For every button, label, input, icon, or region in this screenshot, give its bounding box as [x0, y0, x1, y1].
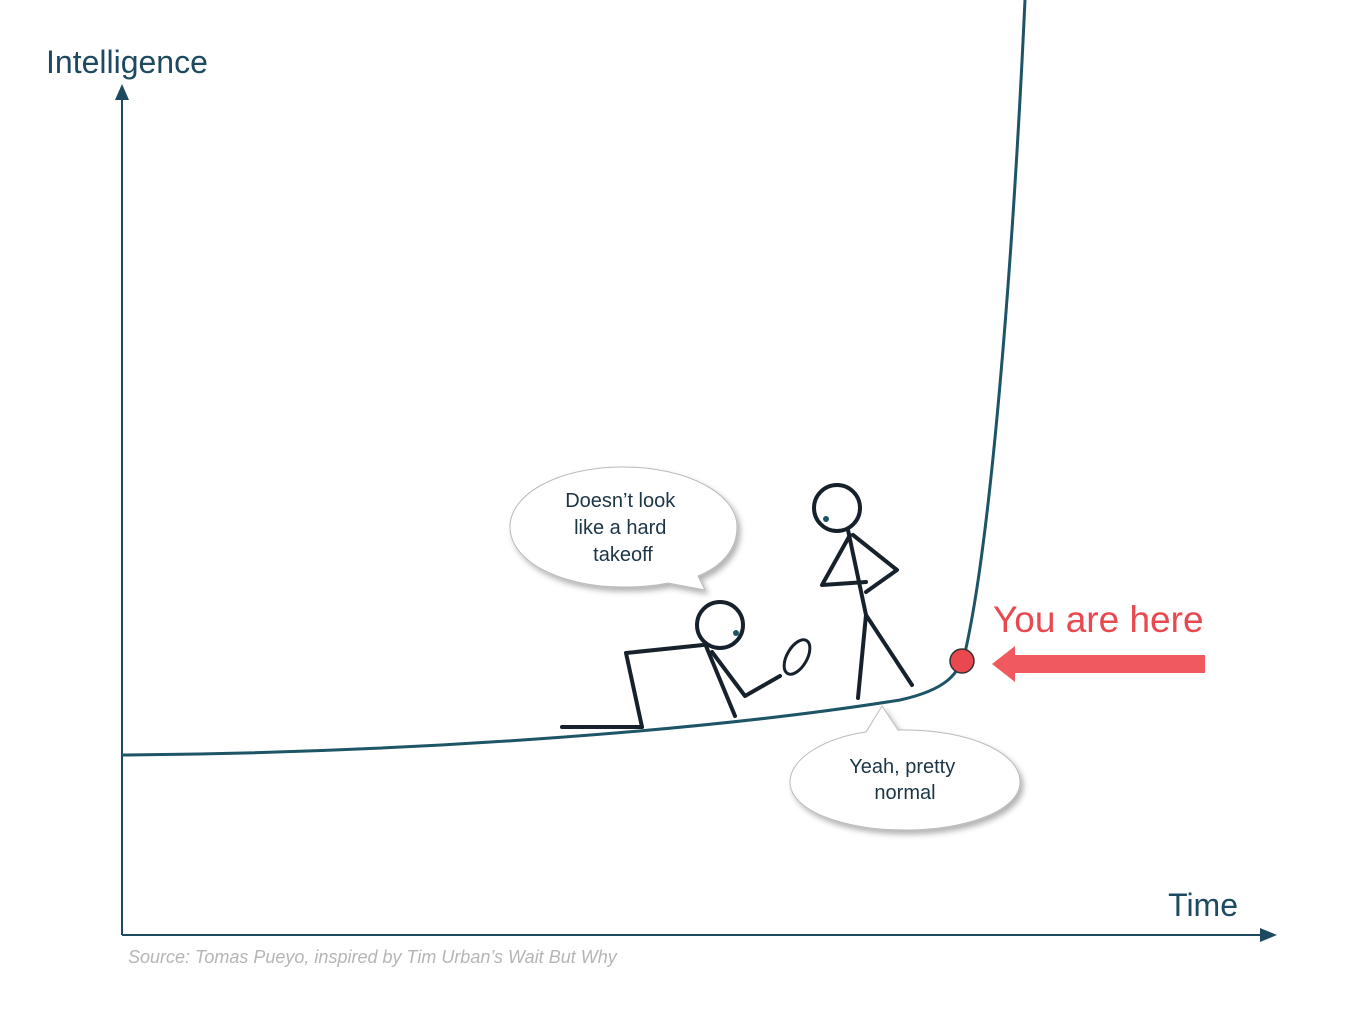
speech-bubble: Doesn’t look like a hard takeoff [509, 466, 738, 591]
source: Source: Tomas Pueyo, inspired by Tim Urb… [128, 947, 618, 967]
bubble-text: Doesn’t look like a hard takeoff [565, 490, 681, 566]
curve [121, 0, 1027, 757]
y-arrow [115, 84, 129, 100]
bubble-line: Yeah, pretty [849, 756, 955, 778]
current-point [949, 648, 975, 674]
y-axis-label: Intelligence [46, 44, 208, 80]
standing-figure [812, 483, 914, 700]
pointer-arrow [992, 646, 1205, 682]
annotation: You are here [993, 599, 1204, 640]
bubble-line: like a hard [574, 517, 666, 539]
bubble-line: normal [874, 782, 935, 804]
bubble-line: takeoff [593, 544, 653, 566]
speech-bubble: Yeah, pretty normal [789, 705, 1021, 831]
sitting-figure [560, 600, 812, 729]
x-arrow [1260, 928, 1277, 942]
bubble-text: Yeah, pretty normal [849, 756, 961, 804]
x-axis-label: Time [1168, 887, 1238, 923]
bubble-line: Doesn’t look [565, 490, 676, 512]
axes [115, 84, 1277, 942]
